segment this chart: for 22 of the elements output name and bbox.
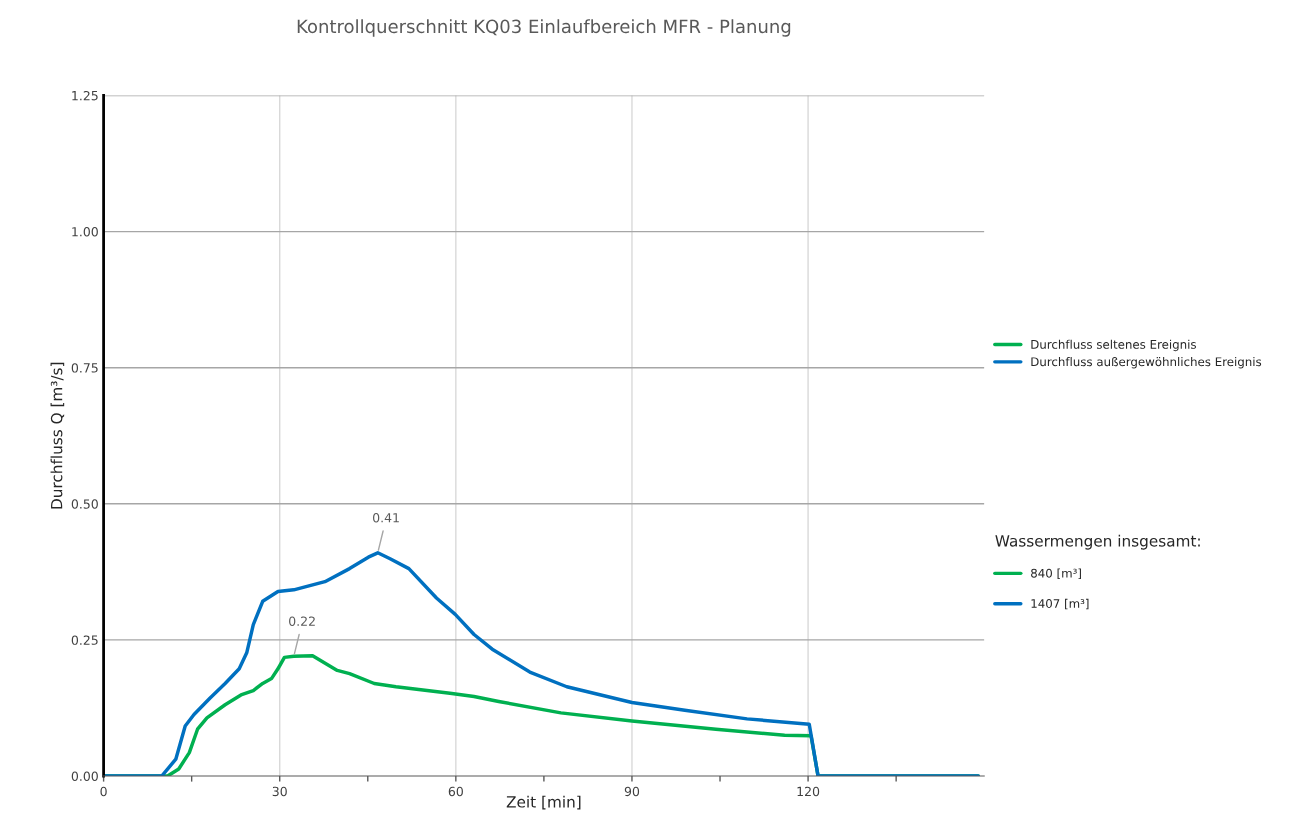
legend-title: Wassermengen insgesamt:	[995, 534, 1200, 550]
text: 840 [m³]	[1031, 568, 1081, 580]
legend-label: Durchfluss seltenes Ereignis	[1031, 339, 1196, 352]
chart-title: Kontrollquerschnitt KQ03 Einlaufbereich MFR - Planung	[297, 19, 791, 37]
y-tick-label: 0.75	[71, 363, 98, 373]
y-axis-title: Durchfluss Q [m³/s]	[50, 362, 65, 509]
y-tick-label: 0.50	[71, 499, 98, 509]
line-series	[103, 551, 981, 777]
x-tick-label: 60	[448, 786, 463, 797]
y-tick-label: 0.25	[71, 635, 98, 645]
y-tick-label: 0.00	[71, 771, 98, 781]
x-tick-label: 120	[797, 786, 820, 797]
y-tick-label: 1.25	[72, 90, 98, 101]
text: 1407 [m³]	[1031, 598, 1089, 610]
x-tick-label: 30	[272, 786, 287, 797]
x-tick-label: 0	[100, 786, 107, 797]
x-axis-title: Zeit [min]	[506, 795, 581, 810]
annotation: 0.22	[289, 616, 315, 626]
annotation: 0.41	[373, 512, 399, 523]
y-tick-label: 1.00	[72, 227, 98, 237]
legend-label: Durchfluss außergewöhnliches Ereignis	[1031, 357, 1262, 369]
x-tick-label: 90	[624, 786, 640, 797]
